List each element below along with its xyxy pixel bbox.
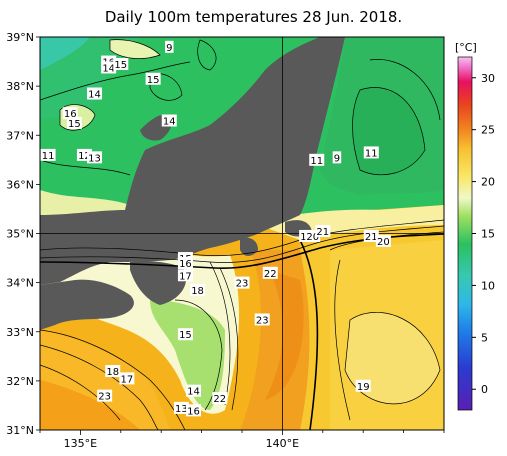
colorbar-tick-label: 25 (481, 124, 495, 137)
lat-label: 31°N (6, 424, 34, 437)
contour-label: 11 (42, 151, 55, 162)
contour-label: 13 (88, 153, 101, 164)
contour-label: 12 (78, 151, 91, 162)
contour-label: 14 (163, 117, 176, 128)
contour-label: 9 (166, 43, 172, 54)
contour-label-bg (105, 365, 121, 378)
contour-label: 21 (316, 227, 329, 238)
contour-label-bg (165, 40, 174, 53)
lat-label: 38°N (6, 80, 34, 93)
contour-label-bg (234, 276, 250, 289)
contour-label-bg (363, 146, 379, 159)
land-kii (130, 261, 187, 305)
land-kii-shikoku (40, 279, 134, 330)
contour-label: 20 (306, 232, 319, 243)
contour-label: 18 (106, 367, 119, 378)
colorbar-ticks: 30 25 20 15 10 5 0 (472, 72, 495, 396)
map-title: Daily 100m temperatures 28 Jun. 2018. (104, 8, 403, 26)
colorbar-tick-label: 15 (481, 228, 495, 241)
contour-label: 17 (179, 271, 192, 282)
contour-label: 15 (147, 75, 160, 86)
colorbar-gradient (457, 56, 473, 411)
contour-label: 19 (357, 382, 370, 393)
colorbar-tick-label: 20 (481, 176, 495, 189)
contour-label: 16 (187, 406, 200, 417)
longitude-labels: 135°E 140°E (64, 437, 299, 450)
contour-label: 11 (310, 156, 323, 167)
contour-label-bg (332, 151, 342, 164)
contour-label-bg (173, 401, 189, 414)
contour-label-bg (190, 283, 206, 296)
contour-label-bg (145, 72, 161, 85)
contour-label-bg (40, 148, 56, 161)
contour-label-bg (262, 266, 278, 279)
contour-label: 23 (236, 279, 249, 290)
lon-label: 135°E (64, 437, 97, 450)
lat-label: 35°N (6, 228, 34, 241)
contour-label-bg (212, 392, 228, 405)
contour-label-bg (161, 114, 177, 127)
contour-label: 11 (365, 148, 378, 159)
contour-label-bg (87, 87, 103, 100)
lat-label: 36°N (6, 178, 34, 191)
colorbar-tick-label: 0 (481, 383, 488, 396)
contour-label: 20 (377, 237, 390, 248)
contour-label: 23 (256, 315, 269, 326)
contour-label-bg (309, 153, 325, 166)
lat-label: 39°N (6, 31, 34, 44)
contour-labels: 9161415151416151411121311911192021212015… (40, 40, 391, 417)
contour-label: 14 (88, 89, 101, 100)
contour-label-bg (66, 116, 82, 129)
contour-label-bg (177, 256, 193, 269)
contour-label: 16 (179, 259, 192, 270)
contour-label-bg (177, 328, 193, 341)
contour-label: 22 (264, 269, 277, 280)
contour-label: 15 (179, 330, 192, 341)
contour-label-bg (62, 107, 78, 120)
contour-label-bg (254, 313, 270, 326)
lon-label: 140°E (266, 437, 299, 450)
contour-label-bg (186, 404, 202, 417)
contour-label-bg (186, 384, 202, 397)
contour-label-bg (363, 229, 379, 242)
contour-label-bg (375, 234, 391, 247)
contour-label: 17 (120, 374, 133, 385)
latitude-labels: 39°N 38°N 37°N 36°N 35°N 34°N 33°N 32°N 31°N (6, 31, 34, 437)
contour-label-bg (177, 269, 193, 282)
contour-label: 15 (114, 60, 127, 71)
colorbar: [°C] 30 25 20 15 10 5 0 (455, 41, 495, 411)
colorbar-unit: [°C] (455, 41, 477, 54)
contour-label: 23 (98, 392, 111, 403)
contour-label-bg (97, 389, 113, 402)
contour-label-bg (355, 379, 371, 392)
contour-label: 14 (102, 63, 115, 74)
contour-label: 18 (191, 286, 204, 297)
lat-label: 32°N (6, 375, 34, 388)
contour-label: 14 (187, 387, 200, 398)
contour-label: 9 (334, 153, 340, 164)
lat-label: 34°N (6, 277, 34, 290)
colorbar-tick-label: 5 (481, 331, 488, 344)
contour-label-bg (315, 225, 331, 238)
contour-label: 21 (365, 232, 378, 243)
lat-label: 37°N (6, 129, 34, 142)
colorbar-tick-label: 30 (481, 72, 495, 85)
contour-label: 16 (64, 109, 77, 120)
contour-label-bg (119, 372, 135, 385)
contour-label-bg (113, 58, 129, 71)
land-honshu (40, 37, 345, 285)
contour-label: 15 (68, 119, 81, 130)
contour-label: 13 (175, 404, 188, 415)
contour-label-bg (87, 151, 103, 164)
contour-label-bg (101, 61, 117, 74)
contour-label: 22 (213, 394, 226, 405)
colorbar-tick-label: 10 (481, 279, 495, 292)
land-izu (240, 237, 258, 256)
lat-label: 33°N (6, 326, 34, 339)
